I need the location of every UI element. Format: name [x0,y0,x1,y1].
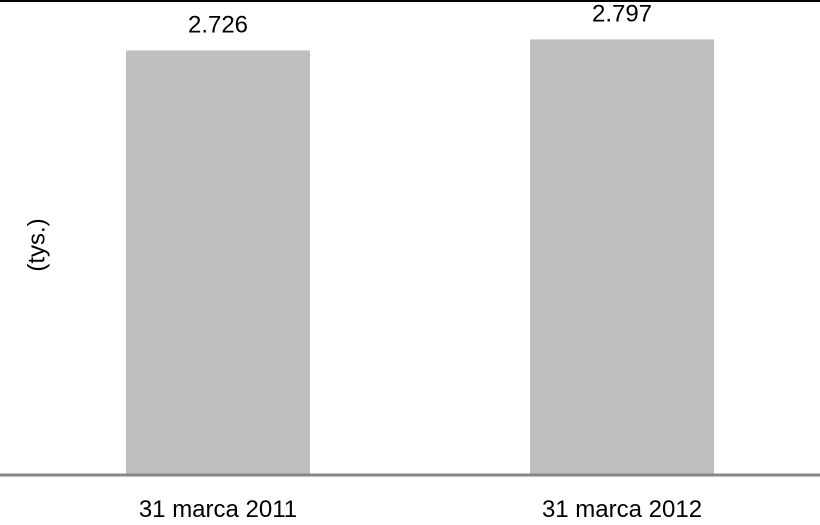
value-label-2: 2.797 [592,0,652,27]
bar-1 [126,50,310,475]
labels-group: 2.726 31 marca 2011 2.797 31 marca 2012 [139,0,702,523]
bars-group [126,39,714,475]
category-label-2: 31 marca 2012 [542,496,702,523]
value-label-1: 2.726 [188,11,248,38]
category-label-1: 31 marca 2011 [139,496,297,523]
y-axis-label: (tys.) [23,218,50,271]
bar-2 [530,39,714,475]
